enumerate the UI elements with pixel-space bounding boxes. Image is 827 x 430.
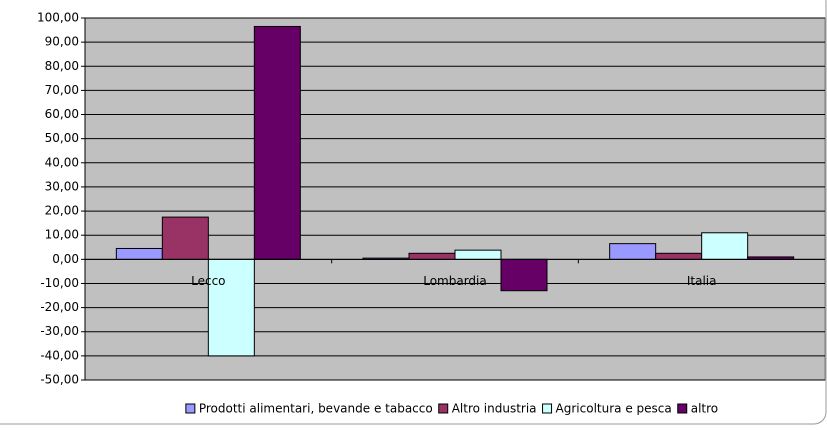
bar — [115, 247, 163, 260]
y-tick-label: 70,00 — [45, 83, 79, 97]
bar — [253, 25, 301, 260]
x-tick-label: Lecco — [191, 274, 225, 288]
y-tick-label: -40,00 — [40, 348, 79, 362]
bar — [161, 216, 209, 260]
y-tick-label: -50,00 — [40, 373, 79, 387]
x-tick-label: Italia — [687, 274, 717, 288]
legend-label: altro — [691, 402, 718, 416]
bar — [500, 258, 548, 292]
legend-swatch — [438, 403, 449, 414]
y-tick-label: -10,00 — [40, 276, 79, 290]
legend-label: Agricoltura e pesca — [556, 402, 672, 416]
y-tick-label: -30,00 — [40, 324, 79, 338]
legend-label: Altro industria — [452, 402, 537, 416]
bar — [454, 249, 502, 260]
legend-label: Prodotti alimentari, bevande e tabacco — [199, 402, 433, 416]
bar — [207, 258, 255, 357]
y-tick-label: 10,00 — [45, 228, 79, 242]
y-tick-label: 0,00 — [52, 252, 79, 266]
y-tick-label: -20,00 — [40, 300, 79, 314]
x-tick-label: Lombardia — [423, 274, 487, 288]
y-tick-label: 80,00 — [45, 59, 79, 73]
plot-area — [84, 17, 826, 381]
legend-swatch — [542, 403, 553, 414]
legend-swatch — [185, 403, 196, 414]
bar — [655, 252, 703, 260]
y-tick-label: 40,00 — [45, 155, 79, 169]
y-tick-label: 20,00 — [45, 204, 79, 218]
y-tick-label: 100,00 — [37, 11, 79, 25]
y-tick-label: 60,00 — [45, 107, 79, 121]
bar — [609, 243, 657, 260]
y-tick-label: 90,00 — [45, 35, 79, 49]
legend-swatch — [677, 403, 688, 414]
bar — [701, 232, 749, 260]
y-tick-label: 50,00 — [45, 131, 79, 145]
bar — [408, 252, 456, 260]
y-tick-label: 30,00 — [45, 179, 79, 193]
